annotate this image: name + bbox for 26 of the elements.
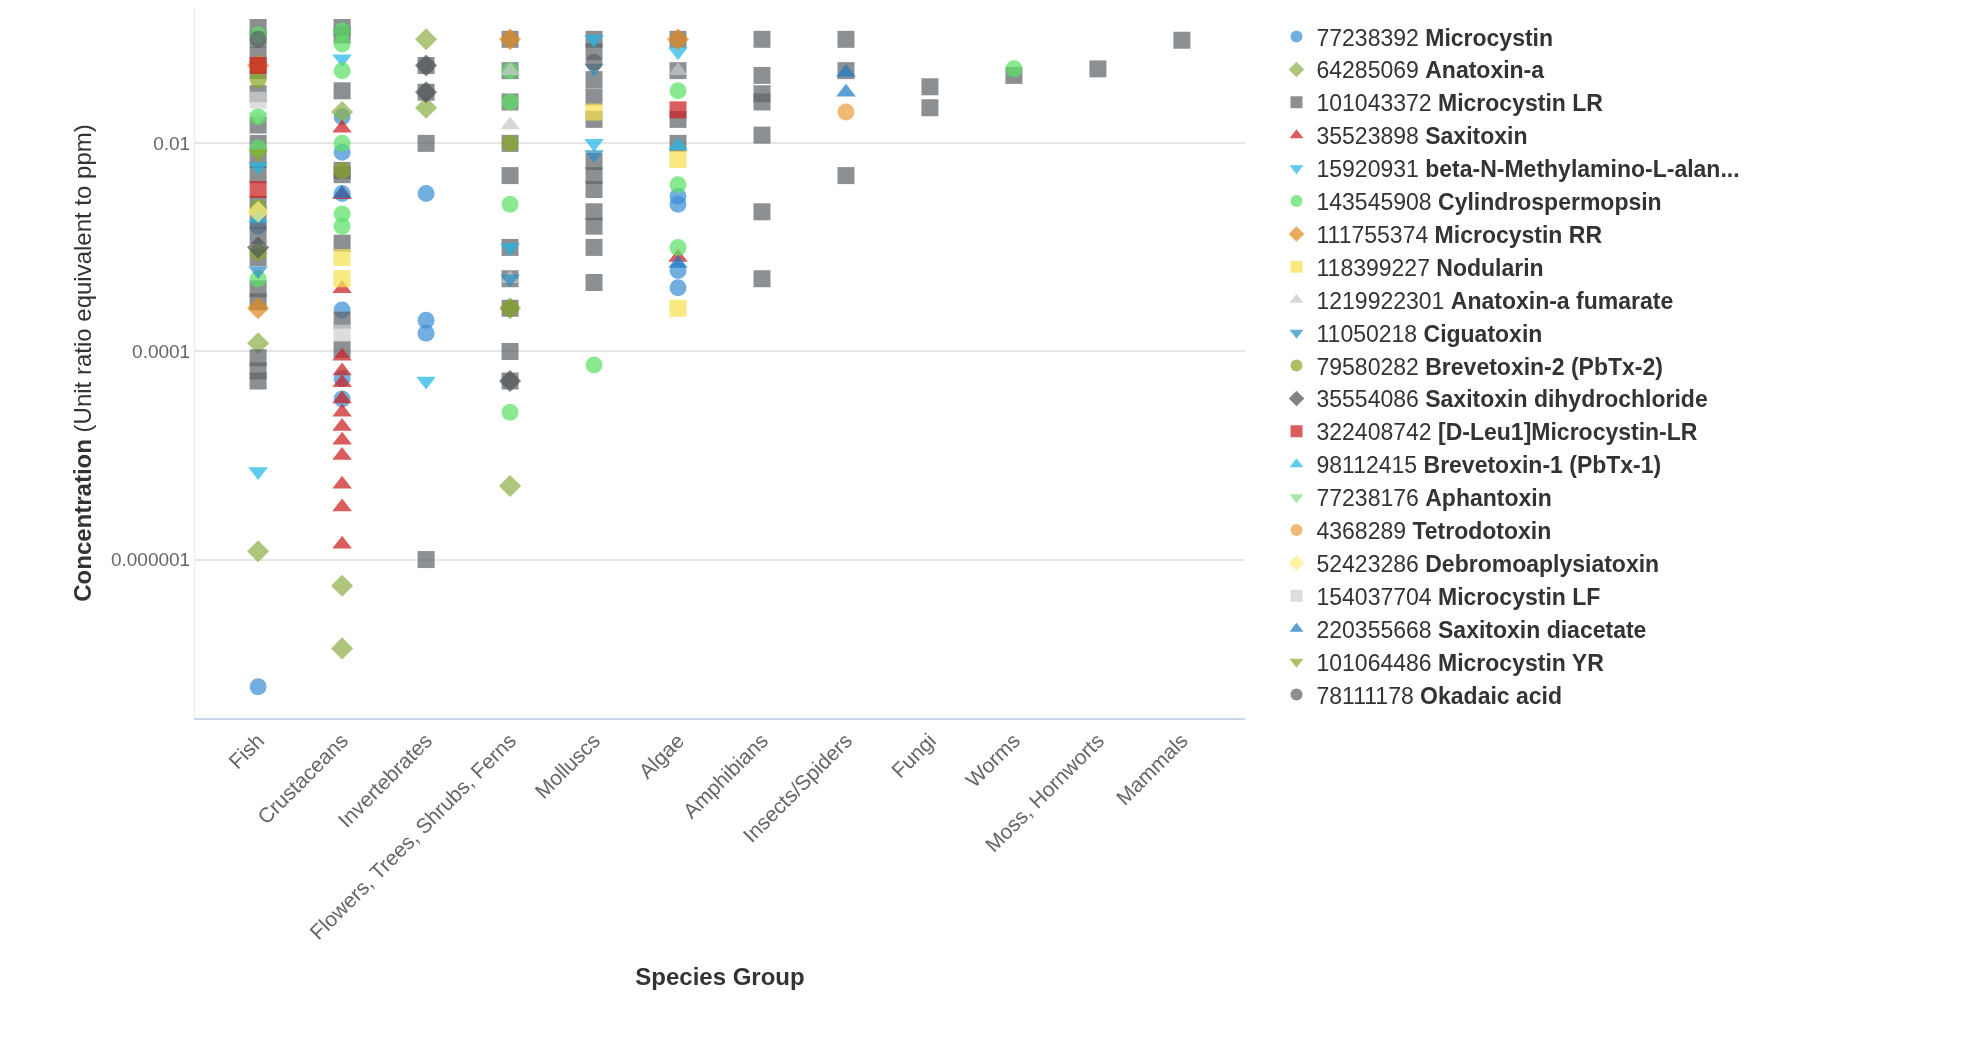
legend-label: 52423286 Debromoaplysiatoxin bbox=[1316, 550, 1660, 577]
x-axis-title: Species Group bbox=[635, 962, 805, 990]
legend-label: 143545908 Cylindrospermopsin bbox=[1316, 189, 1662, 216]
legend-label: 77238176 Aphantoxin bbox=[1316, 485, 1552, 512]
legend-label: 15920931 beta-N-Methylamino-L-alan... bbox=[1316, 156, 1740, 183]
legend-label: 4368289 Tetrodotoxin bbox=[1316, 518, 1552, 545]
legend-label: 111755374 Microcystin RR bbox=[1316, 221, 1603, 248]
legend-label: 98112415 Brevetoxin-1 (PbTx-1) bbox=[1316, 452, 1662, 479]
y-tick-label: 0.0001 bbox=[132, 341, 191, 363]
legend-label: 1219922301 Anatoxin-a fumarate bbox=[1316, 287, 1674, 314]
legend-label: 79580282 Brevetoxin-2 (PbTx-2) bbox=[1316, 353, 1663, 380]
y-tick-label: 0.01 bbox=[153, 133, 191, 155]
legend-label: 64285069 Anatoxin-a bbox=[1316, 57, 1545, 84]
legend-label: 77238392 Microcystin bbox=[1316, 24, 1554, 51]
legend-label: 220355668 Saxitoxin diacetate bbox=[1316, 616, 1647, 643]
legend-label: 322408742 [D-Leu1]Microcystin-LR bbox=[1316, 419, 1698, 446]
legend-label: 154037704 Microcystin LF bbox=[1316, 583, 1601, 610]
legend-label: 35523898 Saxitoxin bbox=[1316, 123, 1528, 150]
legend-label: 11050218 Ciguatoxin bbox=[1316, 320, 1543, 347]
legend-label: 35554086 Saxitoxin dihydrochloride bbox=[1316, 386, 1708, 413]
y-tick-label: 0.000001 bbox=[110, 549, 191, 571]
legend-label: 101064486 Microcystin YR bbox=[1316, 649, 1605, 676]
y-axis-title: Concentration (Unit ratio equivalent to ppm) bbox=[69, 124, 97, 602]
legend-label: 101043372 Microcystin LR bbox=[1316, 90, 1604, 117]
legend-label: 118399227 Nodularin bbox=[1316, 254, 1544, 281]
legend-label: 78111178 Okadaic acid bbox=[1316, 682, 1563, 709]
